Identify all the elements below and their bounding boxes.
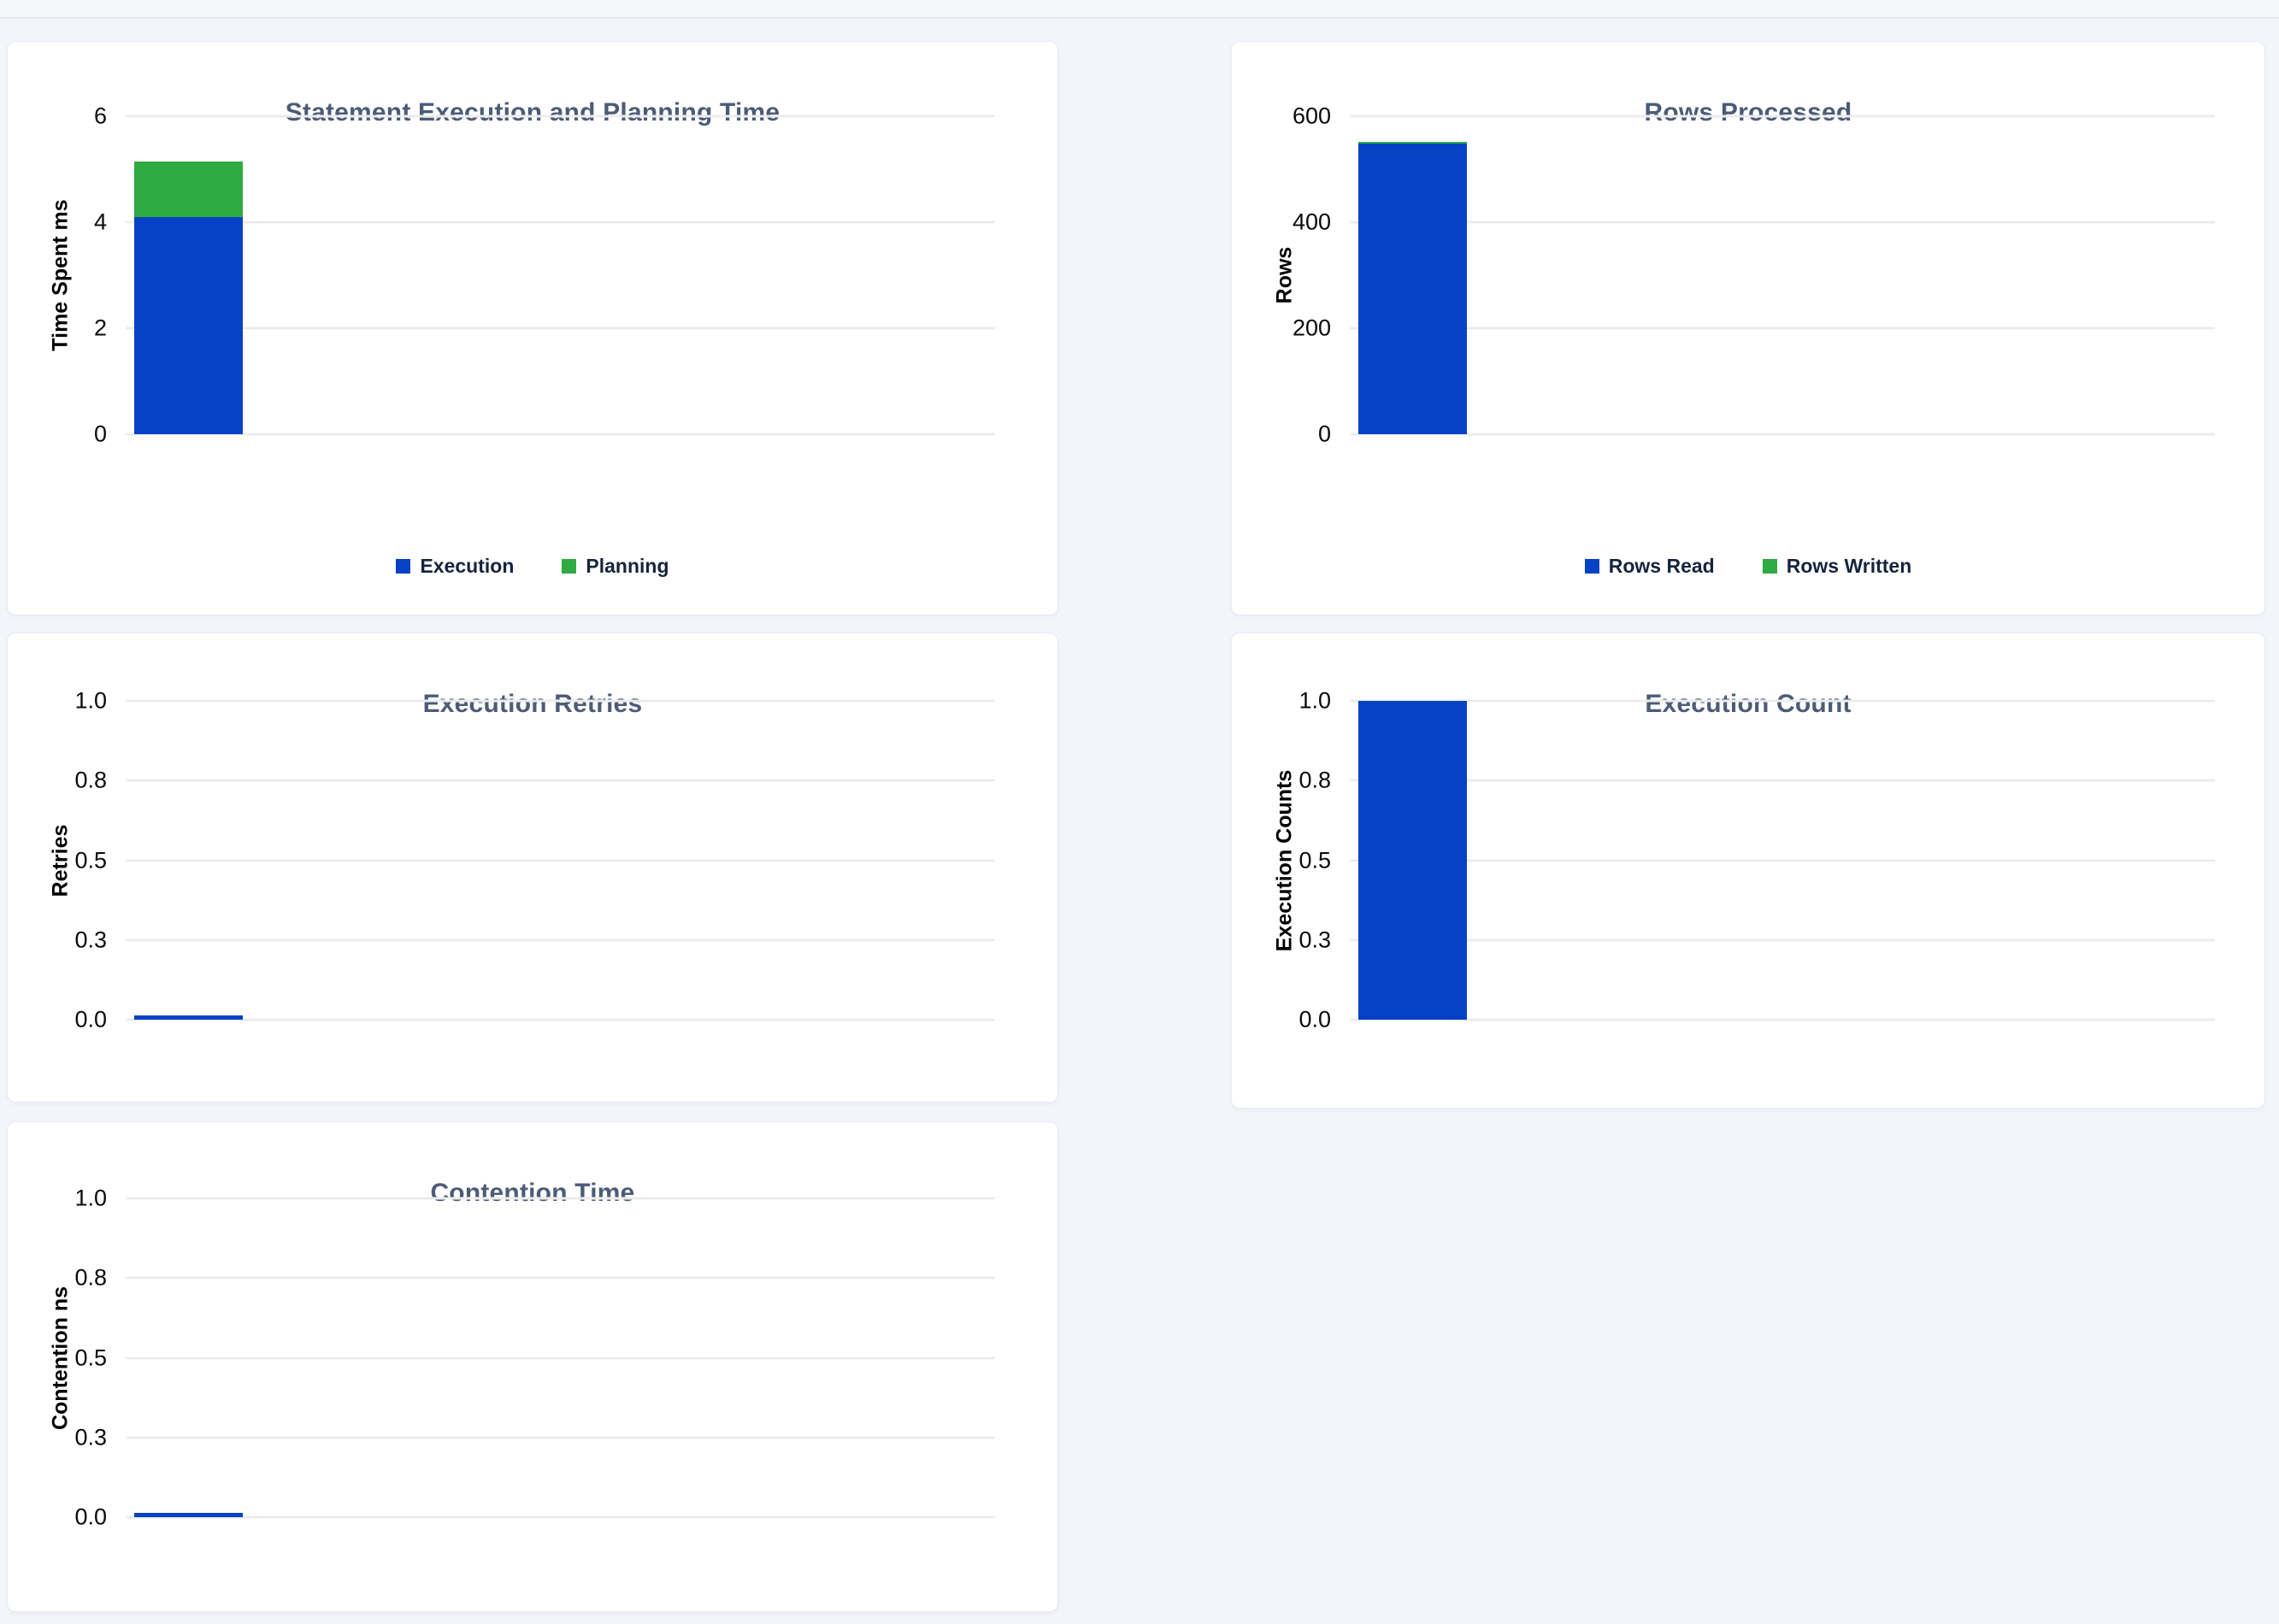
bar-retries-zero bbox=[134, 1015, 243, 1020]
gridline bbox=[126, 1356, 995, 1359]
gridline bbox=[1350, 327, 2215, 330]
y-tick-label: 0.0 bbox=[74, 1006, 107, 1033]
y-tick-label: 0.5 bbox=[74, 1345, 107, 1370]
legend-item-rows-read: Rows Read bbox=[1584, 555, 1715, 578]
y-tick-label: 0.0 bbox=[1298, 1006, 1331, 1033]
y-tick-label: 0.8 bbox=[1298, 767, 1331, 793]
plot-area: Execution Counts 1.0 0.8 0.5 0.3 0.0 bbox=[1273, 688, 2215, 1033]
gridline bbox=[1350, 1018, 2215, 1021]
gridline bbox=[126, 115, 995, 118]
legend-label: Rows Read bbox=[1608, 555, 1715, 577]
y-axis-label: Contention ns bbox=[48, 1286, 73, 1430]
gridline bbox=[1350, 779, 2215, 782]
gridline bbox=[126, 859, 995, 862]
y-tick-label: 1.0 bbox=[74, 1185, 107, 1211]
chart-card-rows-processed: Rows Processed Rows 600 400 200 0 Rows R… bbox=[1231, 41, 2265, 615]
gridline bbox=[1350, 221, 2215, 224]
chart-card-statement-execution-planning-time: Statement Execution and Planning Time Ti… bbox=[7, 41, 1058, 615]
gridline bbox=[126, 1197, 995, 1200]
gridline bbox=[126, 221, 995, 224]
gridline bbox=[126, 699, 995, 703]
chart-legend: Execution Planning bbox=[8, 555, 1057, 578]
y-tick-label: 1.0 bbox=[1298, 687, 1331, 714]
y-tick-label: 0 bbox=[1317, 421, 1331, 447]
legend-swatch-icon bbox=[1762, 559, 1777, 574]
plot-area: Time Spent ms 6 4 2 0 bbox=[49, 103, 995, 447]
legend-item-execution: Execution bbox=[396, 555, 514, 578]
legend-swatch-icon bbox=[1584, 559, 1599, 574]
gridline bbox=[126, 432, 995, 436]
chart-card-execution-retries: Execution Retries Retries 1.0 0.8 0.5 0.… bbox=[7, 633, 1058, 1103]
gridline bbox=[126, 1515, 995, 1519]
legend-label: Rows Written bbox=[1786, 555, 1912, 577]
legend-swatch-icon bbox=[396, 559, 411, 574]
y-axis-label: Time Spent ms bbox=[48, 199, 73, 351]
gridline bbox=[126, 939, 995, 942]
gridline bbox=[126, 779, 995, 782]
y-tick-label: 0.3 bbox=[1298, 927, 1331, 953]
y-tick-label: 0.3 bbox=[74, 1424, 107, 1450]
legend-label: Planning bbox=[586, 555, 669, 577]
y-tick-label: 0.5 bbox=[1298, 847, 1331, 873]
gridline bbox=[126, 327, 995, 330]
plot-area: Retries 1.0 0.8 0.5 0.3 0.0 bbox=[49, 688, 995, 1033]
y-tick-label: 200 bbox=[1292, 315, 1331, 341]
y-tick-label: 1.0 bbox=[74, 687, 107, 714]
legend-swatch-icon bbox=[562, 559, 577, 574]
gridline bbox=[126, 1018, 995, 1021]
legend-item-rows-written: Rows Written bbox=[1762, 555, 1912, 578]
chart-card-execution-count: Execution Count Execution Counts 1.0 0.8… bbox=[1231, 633, 2265, 1109]
chart-title: Contention Time bbox=[430, 1179, 635, 1207]
bar-rows-written bbox=[1358, 142, 1467, 144]
chart-card-contention-time: Contention Time Contention ns 1.0 0.8 0.… bbox=[7, 1121, 1058, 1612]
y-tick-label: 600 bbox=[1292, 103, 1331, 129]
y-axis-label: Rows bbox=[1272, 246, 1297, 304]
y-tick-label: 0.3 bbox=[74, 927, 107, 953]
chart-title: Statement Execution and Planning Time bbox=[285, 98, 780, 127]
y-tick-label: 0.5 bbox=[74, 847, 107, 873]
plot-area: Rows 600 400 200 0 bbox=[1273, 103, 2215, 447]
y-axis-label: Execution Counts bbox=[1272, 769, 1297, 951]
gridline bbox=[1350, 939, 2215, 942]
gridline bbox=[1350, 859, 2215, 862]
y-axis-label: Retries bbox=[48, 824, 73, 897]
y-tick-label: 2 bbox=[93, 315, 107, 341]
bar-contention-zero bbox=[134, 1513, 243, 1517]
y-tick-label: 0.8 bbox=[74, 767, 107, 793]
chart-title: Execution Count bbox=[1645, 690, 1852, 718]
gridline bbox=[1350, 699, 2215, 703]
y-tick-label: 0.0 bbox=[74, 1503, 107, 1530]
top-divider-bar bbox=[0, 0, 2279, 19]
gridline bbox=[126, 1436, 995, 1439]
y-tick-label: 0.8 bbox=[74, 1264, 107, 1291]
y-tick-label: 6 bbox=[93, 103, 107, 129]
bar-execution-count bbox=[1358, 701, 1467, 1020]
y-tick-label: 400 bbox=[1292, 209, 1331, 235]
chart-title: Rows Processed bbox=[1644, 98, 1852, 127]
plot-area: Contention ns 1.0 0.8 0.5 0.3 0.0 bbox=[49, 1186, 995, 1530]
bar-execution bbox=[134, 216, 243, 434]
gridline bbox=[126, 1276, 995, 1280]
y-tick-label: 4 bbox=[93, 209, 107, 235]
chart-legend: Rows Read Rows Written bbox=[1232, 555, 2264, 578]
bar-rows-read bbox=[1358, 144, 1467, 434]
legend-label: Execution bbox=[420, 555, 515, 577]
y-tick-label: 0 bbox=[93, 421, 107, 447]
chart-title: Execution Retries bbox=[422, 690, 643, 718]
gridline bbox=[1350, 115, 2215, 118]
bar-planning bbox=[134, 161, 243, 217]
legend-item-planning: Planning bbox=[562, 555, 669, 578]
gridline bbox=[1350, 432, 2215, 436]
